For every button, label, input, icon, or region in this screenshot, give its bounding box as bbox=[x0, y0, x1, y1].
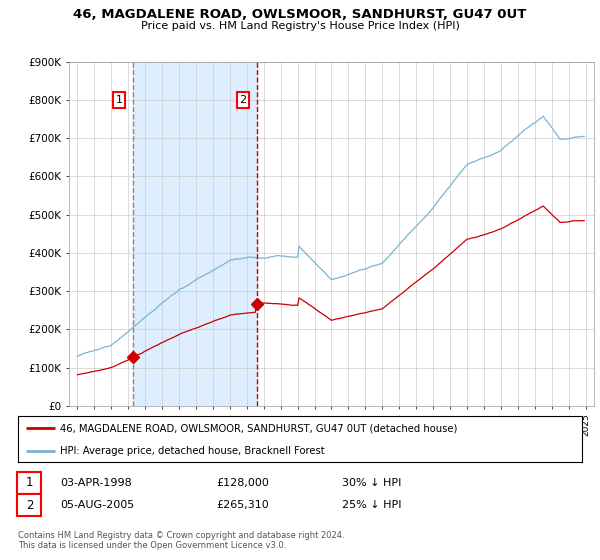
Text: 2: 2 bbox=[26, 498, 33, 512]
Text: 1: 1 bbox=[115, 95, 122, 105]
Text: 46, MAGDALENE ROAD, OWLSMOOR, SANDHURST, GU47 0UT: 46, MAGDALENE ROAD, OWLSMOOR, SANDHURST,… bbox=[73, 8, 527, 21]
Text: Price paid vs. HM Land Registry's House Price Index (HPI): Price paid vs. HM Land Registry's House … bbox=[140, 21, 460, 31]
Text: £128,000: £128,000 bbox=[216, 478, 269, 488]
Text: 30% ↓ HPI: 30% ↓ HPI bbox=[342, 478, 401, 488]
Text: 03-APR-1998: 03-APR-1998 bbox=[60, 478, 132, 488]
Text: Contains HM Land Registry data © Crown copyright and database right 2024.
This d: Contains HM Land Registry data © Crown c… bbox=[18, 531, 344, 550]
Text: HPI: Average price, detached house, Bracknell Forest: HPI: Average price, detached house, Brac… bbox=[60, 446, 325, 455]
Text: 05-AUG-2005: 05-AUG-2005 bbox=[60, 500, 134, 510]
Text: 46, MAGDALENE ROAD, OWLSMOOR, SANDHURST, GU47 0UT (detached house): 46, MAGDALENE ROAD, OWLSMOOR, SANDHURST,… bbox=[60, 423, 458, 433]
Text: 25% ↓ HPI: 25% ↓ HPI bbox=[342, 500, 401, 510]
Text: 2: 2 bbox=[239, 95, 247, 105]
Bar bbox=[133, 62, 257, 406]
Text: £265,310: £265,310 bbox=[216, 500, 269, 510]
Text: 1: 1 bbox=[26, 476, 33, 489]
